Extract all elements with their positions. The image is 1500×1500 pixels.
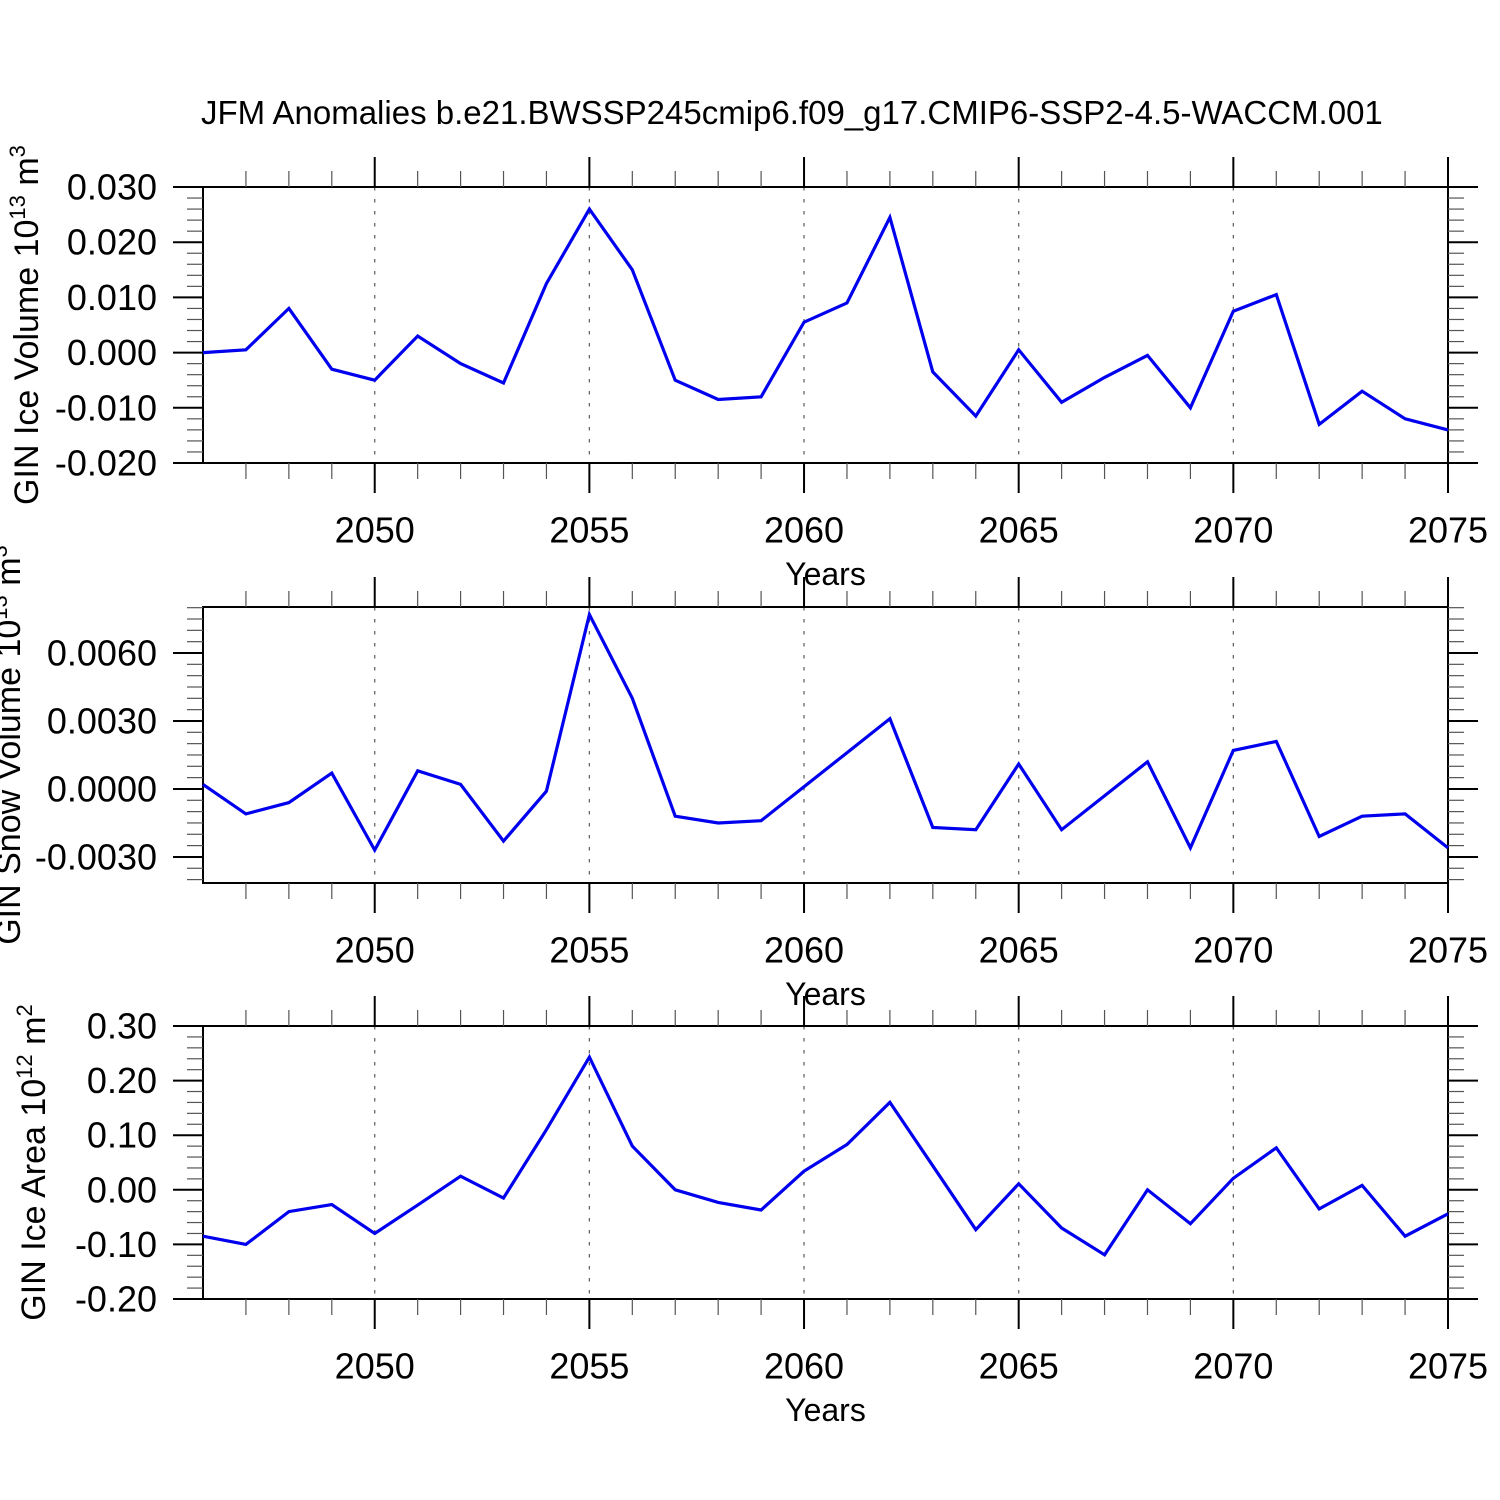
x-axis-labels: 2050 2055 2060 2065 2070 2075 — [335, 1346, 1488, 1387]
x-axis-labels: 2050 2055 2060 2065 2070 2075 — [335, 930, 1488, 971]
data-line-gin-snow-volume — [202, 609, 1449, 854]
x-axis-title: Years — [785, 976, 866, 1012]
y-tick-label: -0.010 — [55, 387, 157, 428]
y-tick-label: 0.020 — [67, 222, 157, 263]
gridlines — [374, 1026, 1234, 1299]
x-tick-label: 2055 — [549, 930, 629, 971]
y-tick-label: 0.00 — [87, 1169, 157, 1210]
x-axis-labels: 2050 2055 2060 2065 2070 2075 — [335, 510, 1488, 551]
data-line-gin-ice-area — [202, 1053, 1449, 1257]
y-axis-ticks: -0.0030 0.0000 0.0030 0.0060 — [35, 607, 1478, 881]
y-tick-label: 0.030 — [67, 167, 157, 208]
y-tick-label: 0.0060 — [47, 633, 157, 674]
y-tick-label: -0.20 — [75, 1279, 157, 1320]
y-tick-label: 0.0000 — [47, 768, 157, 809]
x-tick-label: 2075 — [1408, 510, 1488, 551]
y-tick-label: -0.0030 — [35, 836, 157, 877]
x-tick-label: 2060 — [764, 510, 844, 551]
x-tick-label: 2070 — [1193, 930, 1273, 971]
data-line-gin-ice-volume — [202, 206, 1449, 432]
x-tick-label: 2050 — [335, 510, 415, 551]
y-axis-title: GIN Ice Area 1012 m2 — [12, 1004, 53, 1320]
x-tick-label: 2050 — [335, 930, 415, 971]
x-tick-label: 2075 — [1408, 930, 1488, 971]
x-axis-ticks — [245, 996, 1449, 1329]
y-axis-ticks: -0.20 -0.10 0.00 0.10 0.20 0.30 — [75, 1006, 1478, 1320]
x-tick-label: 2050 — [335, 1346, 415, 1387]
y-tick-label: 0.30 — [87, 1006, 157, 1047]
x-tick-label: 2070 — [1193, 510, 1273, 551]
gridlines — [374, 607, 1234, 883]
y-axis-title: GIN Snow Volume 1013 m3 — [0, 545, 28, 945]
x-tick-label: 2070 — [1193, 1346, 1273, 1387]
x-tick-label: 2075 — [1408, 1346, 1488, 1387]
x-tick-label: 2060 — [764, 1346, 844, 1387]
y-axis-ticks: -0.020 -0.010 0.000 0.010 0.020 0.030 — [55, 167, 1478, 484]
x-axis-ticks — [245, 157, 1449, 493]
x-tick-label: 2065 — [979, 510, 1059, 551]
x-tick-label: 2065 — [979, 930, 1059, 971]
x-tick-label: 2060 — [764, 930, 844, 971]
y-tick-label: -0.10 — [75, 1224, 157, 1265]
figure-title: JFM Anomalies b.e21.BWSSP245cmip6.f09_g1… — [201, 94, 1383, 131]
gridlines — [374, 187, 1234, 463]
y-axis-title: GIN Ice Volume 1013 m3 — [5, 145, 46, 505]
y-tick-label: -0.020 — [55, 443, 157, 484]
chart-gin-ice-volume: -0.020 -0.010 0.000 0.010 0.020 0.030 2050 2055… — [5, 145, 1488, 592]
plot-frame — [202, 1025, 1449, 1300]
y-tick-label: 0.10 — [87, 1115, 157, 1156]
y-tick-label: 0.010 — [67, 277, 157, 318]
x-axis-ticks — [245, 577, 1449, 913]
y-tick-label: 0.20 — [87, 1060, 157, 1101]
y-tick-label: 0.000 — [67, 332, 157, 373]
y-tick-label: 0.0030 — [47, 700, 157, 741]
plot-frame — [202, 186, 1449, 464]
x-tick-label: 2055 — [549, 510, 629, 551]
x-tick-label: 2055 — [549, 1346, 629, 1387]
x-axis-title: Years — [785, 1392, 866, 1428]
x-axis-title: Years — [785, 556, 866, 592]
x-tick-label: 2065 — [979, 1346, 1059, 1387]
plot-frame — [202, 606, 1449, 884]
chart-gin-snow-volume: -0.0030 0.0000 0.0030 0.0060 2050 2055 2060 206… — [0, 545, 1488, 1012]
